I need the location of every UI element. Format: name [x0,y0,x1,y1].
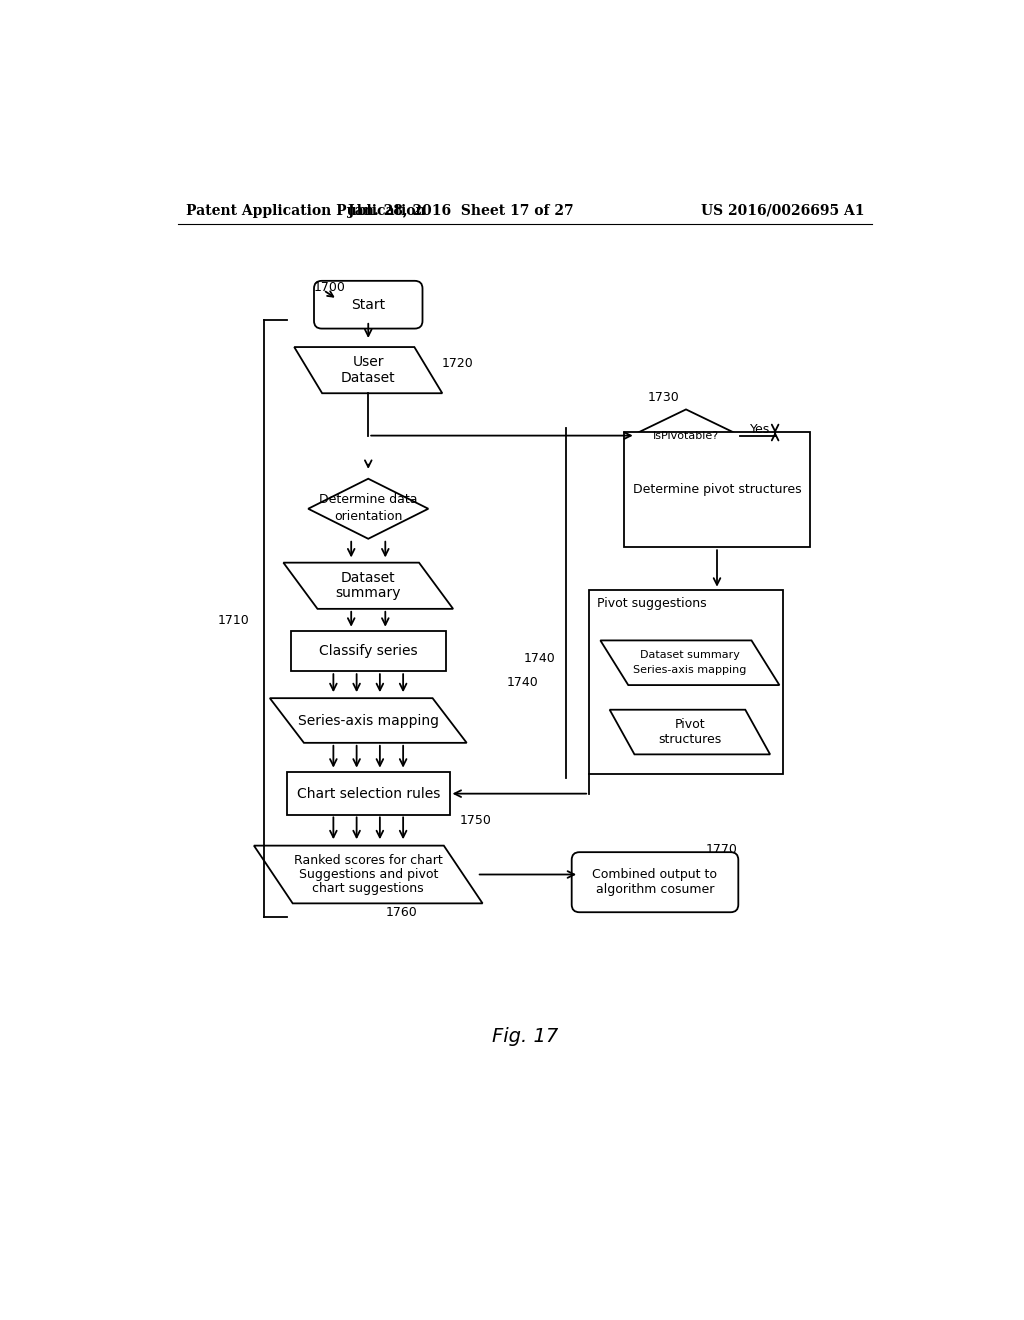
Text: Series-axis mapping: Series-axis mapping [298,714,438,727]
FancyBboxPatch shape [571,853,738,912]
Polygon shape [294,347,442,393]
Text: algorithm cosumer: algorithm cosumer [596,883,714,896]
Bar [589,590,783,775]
Polygon shape [270,698,467,743]
Polygon shape [308,479,428,539]
Text: US 2016/0026695 A1: US 2016/0026695 A1 [700,203,864,218]
Text: 1750: 1750 [460,814,492,828]
Text: Suggestions and pivot: Suggestions and pivot [299,869,438,880]
Text: Dataset: Dataset [341,572,395,585]
Polygon shape [600,640,779,685]
Text: Dataset summary: Dataset summary [640,649,739,660]
Text: chart suggestions: chart suggestions [312,882,424,895]
Text: Chart selection rules: Chart selection rules [297,787,440,801]
Text: 1770: 1770 [706,843,737,857]
Polygon shape [284,562,453,609]
Text: 1700: 1700 [314,281,346,294]
Text: Jan. 28, 2016  Sheet 17 of 27: Jan. 28, 2016 Sheet 17 of 27 [348,203,574,218]
Polygon shape [254,846,482,903]
Text: User: User [352,355,384,370]
Text: Series-axis mapping: Series-axis mapping [633,665,746,676]
Text: 1710: 1710 [218,614,250,627]
Bar [624,432,810,548]
Text: 1760: 1760 [385,907,417,920]
FancyBboxPatch shape [314,281,423,329]
Text: orientation: orientation [334,510,402,523]
Bar [291,631,445,671]
Text: Determine pivot structures: Determine pivot structures [633,483,802,496]
Text: Dataset: Dataset [341,371,395,385]
Text: 1720: 1720 [442,358,474,371]
Bar [287,772,450,814]
Text: Pivot suggestions: Pivot suggestions [597,597,707,610]
Text: Determine data: Determine data [319,492,418,506]
Text: Start: Start [351,298,385,312]
Text: 1730: 1730 [647,391,679,404]
Text: Fig. 17: Fig. 17 [492,1027,558,1045]
Text: Classify series: Classify series [318,644,418,659]
Text: summary: summary [336,586,401,601]
Text: Combined output to: Combined output to [593,869,718,880]
Text: Ranked scores for chart: Ranked scores for chart [294,854,442,867]
Text: Yes: Yes [750,422,770,436]
Text: structures: structures [658,733,722,746]
Text: Patent Application Publication: Patent Application Publication [186,203,426,218]
Polygon shape [632,409,740,462]
Text: 1740: 1740 [523,652,555,665]
Text: Pivot: Pivot [675,718,706,731]
Text: IsPivotable?: IsPivotable? [653,430,719,441]
Text: 1740: 1740 [507,676,539,689]
Polygon shape [609,710,770,755]
